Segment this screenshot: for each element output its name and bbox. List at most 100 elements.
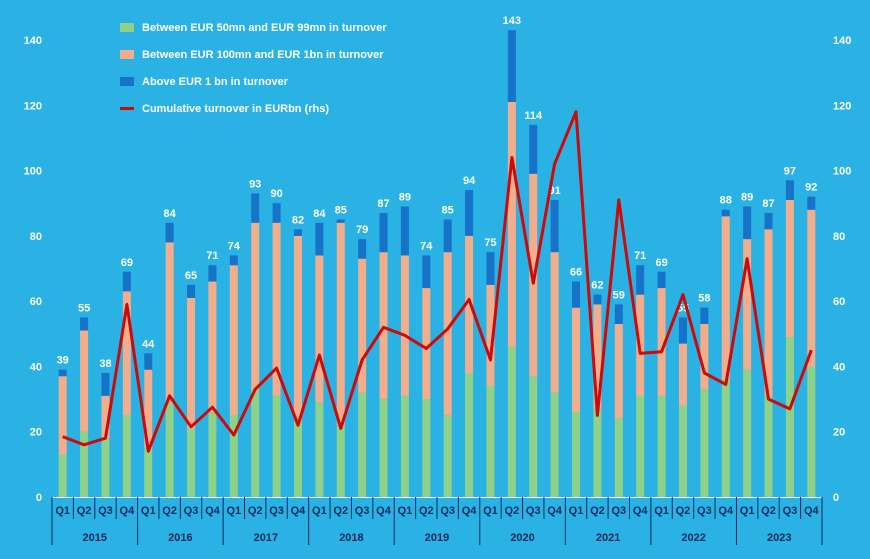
bar-s1-17	[422, 288, 431, 400]
total-label-35: 92	[805, 182, 817, 194]
total-label-13: 85	[335, 205, 347, 217]
bar-s1-30	[700, 323, 709, 390]
quarter-label-12: Q1	[312, 505, 327, 517]
bar-s1-21	[507, 102, 516, 347]
total-label-31: 88	[720, 195, 732, 207]
quarter-label-7: Q4	[205, 505, 221, 517]
y-left-tick-3: 60	[30, 296, 42, 308]
y-left-tick-2: 40	[30, 361, 42, 373]
total-label-9: 93	[249, 178, 261, 190]
quarter-label-17: Q2	[419, 505, 434, 517]
bar-s0-14	[358, 392, 367, 497]
total-label-27: 71	[634, 250, 646, 262]
quarter-label-35: Q4	[804, 505, 820, 517]
quarter-label-23: Q4	[547, 505, 563, 517]
bar-s2-34	[785, 180, 794, 200]
quarter-label-34: Q3	[783, 505, 798, 517]
year-label-5: 2020	[510, 532, 534, 544]
bar-s2-31	[721, 209, 730, 217]
bar-s2-18	[443, 219, 452, 253]
total-label-22: 114	[524, 110, 543, 122]
total-label-17: 74	[420, 240, 433, 252]
bar-s1-31	[721, 216, 730, 380]
legend-label-line: Cumulative turnover in EURbn (rhs)	[142, 102, 330, 115]
bar-s2-6	[187, 284, 196, 298]
bar-s2-21	[507, 30, 516, 103]
bar-s0-17	[422, 399, 431, 497]
bar-s2-4	[144, 353, 153, 370]
bar-s0-21	[507, 346, 516, 497]
bar-s2-19	[465, 190, 474, 236]
year-label-0: 2015	[83, 532, 107, 544]
bar-s0-20	[486, 386, 495, 497]
bar-s1-32	[743, 239, 752, 370]
quarter-label-25: Q2	[590, 505, 605, 517]
y-right-tick-5: 100	[833, 166, 851, 178]
total-label-18: 85	[442, 205, 454, 217]
bar-s1-1	[80, 330, 89, 432]
bar-s2-25	[593, 294, 602, 305]
total-label-32: 89	[741, 191, 753, 203]
total-label-21: 143	[503, 15, 521, 27]
bar-s1-15	[379, 252, 388, 400]
y-right-tick-6: 120	[833, 100, 851, 112]
legend-swatch-1	[120, 50, 134, 59]
bar-s1-13	[336, 222, 345, 426]
bar-s0-33	[764, 395, 773, 497]
bar-s2-14	[358, 239, 367, 259]
bar-s2-27	[636, 265, 645, 295]
bar-s1-23	[550, 252, 559, 393]
bar-s2-29	[678, 317, 687, 344]
total-label-26: 59	[613, 289, 625, 301]
quarter-label-24: Q1	[569, 505, 584, 517]
bar-s0-28	[657, 395, 666, 497]
bar-s1-0	[58, 376, 67, 455]
bar-s0-3	[122, 415, 131, 497]
bar-s1-18	[443, 252, 452, 416]
bar-s1-8	[229, 265, 238, 416]
y-left-tick-6: 120	[24, 100, 42, 112]
legend: Between EUR 50mn and EUR 99mn in turnove…	[120, 14, 387, 122]
bar-s0-1	[80, 431, 89, 497]
bar-s1-5	[165, 242, 174, 403]
bar-s0-4	[144, 448, 153, 497]
quarter-label-8: Q1	[226, 505, 241, 517]
bar-s1-29	[678, 343, 687, 406]
total-label-4: 44	[142, 338, 155, 350]
bar-s0-27	[636, 395, 645, 497]
y-right-tick-4: 80	[833, 231, 845, 243]
bar-s2-13	[336, 219, 345, 223]
y-left-tick-4: 80	[30, 231, 42, 243]
bar-s2-28	[657, 271, 666, 289]
bar-s2-24	[572, 281, 581, 308]
total-label-12: 84	[313, 208, 326, 220]
y-right-tick-1: 20	[833, 427, 845, 439]
y-right-tick-2: 40	[833, 361, 845, 373]
bar-s2-1	[80, 317, 89, 331]
total-label-34: 97	[784, 165, 796, 177]
legend-item-series-2: Above EUR 1 bn in turnover	[120, 68, 387, 95]
bar-s0-11	[293, 418, 302, 497]
total-label-16: 89	[399, 191, 411, 203]
bar-s0-2	[101, 438, 110, 497]
quarter-label-18: Q3	[440, 505, 455, 517]
bar-s0-0	[58, 454, 67, 497]
total-label-20: 75	[484, 237, 496, 249]
bar-s1-12	[315, 255, 324, 403]
bar-s2-32	[743, 206, 752, 240]
legend-label-0: Between EUR 50mn and EUR 99mn in turnove…	[142, 21, 387, 34]
bar-s2-22	[529, 124, 538, 174]
legend-swatch-2	[120, 77, 134, 86]
quarter-label-19: Q4	[462, 505, 478, 517]
bar-s2-12	[315, 222, 324, 256]
year-label-6: 2021	[596, 532, 620, 544]
bar-s1-10	[272, 222, 281, 396]
quarter-label-4: Q1	[141, 505, 156, 517]
bar-s1-19	[465, 235, 474, 373]
legend-label-1: Between EUR 100mn and EUR 1bn in turnove…	[142, 48, 384, 61]
year-label-7: 2022	[681, 532, 705, 544]
quarter-label-13: Q2	[333, 505, 348, 517]
bar-s0-6	[187, 428, 196, 497]
bar-s0-15	[379, 399, 388, 497]
total-label-10: 90	[270, 188, 282, 200]
